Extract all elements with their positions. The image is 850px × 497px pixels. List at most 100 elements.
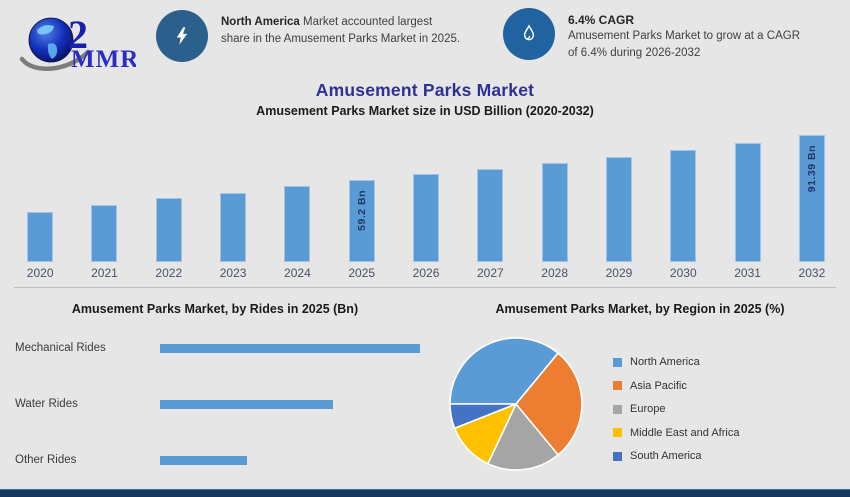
- flame-drop-icon: [523, 24, 535, 41]
- rides-bar-chart: Mechanical Rides Water Rides Other Rides: [0, 292, 430, 490]
- rides-chart-title: Amusement Parks Market, by Rides in 2025…: [71, 302, 359, 316]
- legend-label-north-america: North America: [630, 356, 700, 368]
- bar-2032: 91.39 Bn: [798, 135, 825, 262]
- x-axis-label-2029: 2029: [605, 266, 633, 280]
- bar-2023: [220, 193, 247, 262]
- flame-drop-icon-circle: [503, 8, 555, 60]
- x-axis-label-2032: 2032: [798, 266, 826, 280]
- lightning-icon-circle: [156, 10, 208, 62]
- bar-chart-title: Amusement Parks Market size in USD Billi…: [256, 104, 594, 118]
- logo-2-glyph: 2: [68, 12, 88, 57]
- x-axis-label-2022: 2022: [155, 266, 183, 280]
- legend-swatch-south-america: [613, 451, 622, 461]
- legend-swatch-europe: [613, 404, 622, 414]
- legend-label-south-america: South America: [630, 450, 702, 462]
- footer-strip: [0, 489, 850, 497]
- pie-slice-asia-pacific: [515, 352, 583, 456]
- ride-row-mechanical-rides: Mechanical Rides: [0, 341, 420, 355]
- pie-slice-south-america: [449, 403, 517, 430]
- legend-item-south-america: South America: [613, 450, 739, 462]
- ride-label-water-rides: Water Rides: [15, 398, 78, 410]
- bar-2027: [477, 169, 504, 262]
- mmr-logo: 2 MMR: [19, 12, 136, 71]
- bar-column-2024: 2024: [265, 128, 329, 281]
- ride-label-mechanical-rides: Mechanical Rides: [15, 342, 106, 354]
- x-axis-label-2030: 2030: [669, 266, 697, 280]
- bar-2021: [91, 205, 118, 262]
- callout-bold: North America: [221, 16, 300, 28]
- region-pie-chart: [449, 337, 583, 471]
- legend-label-asia-pacific: Asia Pacific: [630, 379, 687, 392]
- legend-item-europe: Europe: [613, 403, 739, 415]
- callout-line-1: North America Market accounted largest: [221, 16, 433, 28]
- pie-slice-europe: [487, 403, 559, 471]
- x-axis-label-2024: 2024: [284, 266, 311, 280]
- region-chart-title: Amusement Parks Market, by Region in 202…: [495, 302, 785, 316]
- bar-column-2028: 2028: [523, 128, 587, 281]
- region-section: Amusement Parks Market, by Region in 202…: [430, 292, 850, 490]
- bar-2029: [605, 157, 632, 262]
- legend-swatch-north-america: [613, 357, 622, 367]
- bar-2024: [284, 186, 311, 262]
- bar-column-2029: 2029: [587, 128, 651, 281]
- ride-label-other-rides: Other Rides: [15, 454, 77, 466]
- x-axis-label-2020: 2020: [26, 266, 54, 280]
- annual-market-bar-chart: 2020 2021 2022 2023 2024 59.2 Bn 2025 2026 2027 2…: [8, 128, 844, 281]
- pie-slice-north-america: [449, 337, 559, 405]
- x-axis-label-2027: 2027: [476, 266, 504, 280]
- cagr-line-2: of 6.4% during 2026-2032: [568, 47, 701, 59]
- bar-column-2030: 2030: [651, 128, 715, 281]
- bar-column-2026: 2026: [394, 128, 458, 281]
- bar-2025: 59.2 Bn: [348, 180, 375, 262]
- callout-north-america-text: North America Market accounted largest s…: [221, 14, 460, 48]
- callout-north-america: North America Market accounted largest s…: [156, 10, 460, 62]
- cagr-heading: 6.4% CAGR: [568, 13, 635, 27]
- globe-continent-south: [47, 43, 58, 59]
- bar-column-2021: 2021: [72, 128, 136, 281]
- legend-swatch-asia-pacific: [613, 381, 622, 390]
- bar-2028: [541, 163, 568, 262]
- cagr-line-1: Amusement Parks Market to grow at a CAGR: [568, 30, 800, 42]
- bar-column-2022: 2022: [137, 128, 201, 281]
- lightning-icon: [176, 27, 188, 45]
- ride-row-water-rides: Water Rides: [0, 397, 333, 411]
- bar-column-2032: 91.39 Bn 2032: [780, 128, 844, 281]
- callout-line-2: share in the Amusement Parks Market in 2…: [221, 33, 461, 45]
- x-axis-label-2025: 2025: [348, 266, 376, 280]
- bar-2022: [155, 198, 182, 262]
- legend-label-middle-east-and-africa: Middle East and Africa: [630, 426, 740, 439]
- legend-item-north-america: North America: [613, 356, 739, 368]
- bar-2030: [670, 150, 697, 262]
- logo-swoosh: [19, 49, 91, 71]
- x-axis-label-2026: 2026: [412, 266, 440, 280]
- ride-bar-other-rides: [160, 455, 247, 465]
- ride-bar-water-rides: [160, 399, 333, 409]
- bar-2020: [27, 212, 54, 262]
- callout-cagr: 6.4% CAGR Amusement Parks Market to grow…: [503, 8, 800, 62]
- x-axis-label-2028: 2028: [541, 266, 568, 280]
- x-axis-label-2023: 2023: [219, 266, 247, 280]
- bar-column-2023: 2023: [201, 128, 265, 281]
- bar-column-2020: 2020: [8, 128, 72, 281]
- logo-text: MMR: [71, 46, 136, 71]
- bar-column-2027: 2027: [458, 128, 522, 281]
- bar-2031: [734, 143, 761, 262]
- bar-value-label-2025: 59.2 Bn: [355, 190, 368, 231]
- ride-bar-mechanical-rides: [160, 343, 420, 353]
- bar-column-2031: 2031: [715, 128, 779, 281]
- bar-value-label-2032: 91.39 Bn: [805, 145, 818, 193]
- section-divider: [14, 287, 836, 288]
- bar-column-2025: 59.2 Bn 2025: [330, 128, 394, 281]
- rides-section: Amusement Parks Market, by Rides in 2025…: [0, 292, 430, 490]
- region-legend: North America Asia Pacific Europe Middle Ea…: [613, 356, 739, 462]
- legend-label-europe: Europe: [630, 403, 666, 415]
- bar-2026: [413, 174, 440, 262]
- x-axis-label-2021: 2021: [91, 266, 118, 280]
- page-title: Amusement Parks Market: [315, 80, 535, 100]
- ride-row-other-rides: Other Rides: [0, 453, 247, 467]
- legend-item-middle-east-and-africa: Middle East and Africa: [613, 427, 739, 439]
- globe-continent-north: [37, 25, 54, 35]
- callout-cagr-text: 6.4% CAGR Amusement Parks Market to grow…: [568, 12, 800, 62]
- x-axis-label-2031: 2031: [734, 266, 761, 280]
